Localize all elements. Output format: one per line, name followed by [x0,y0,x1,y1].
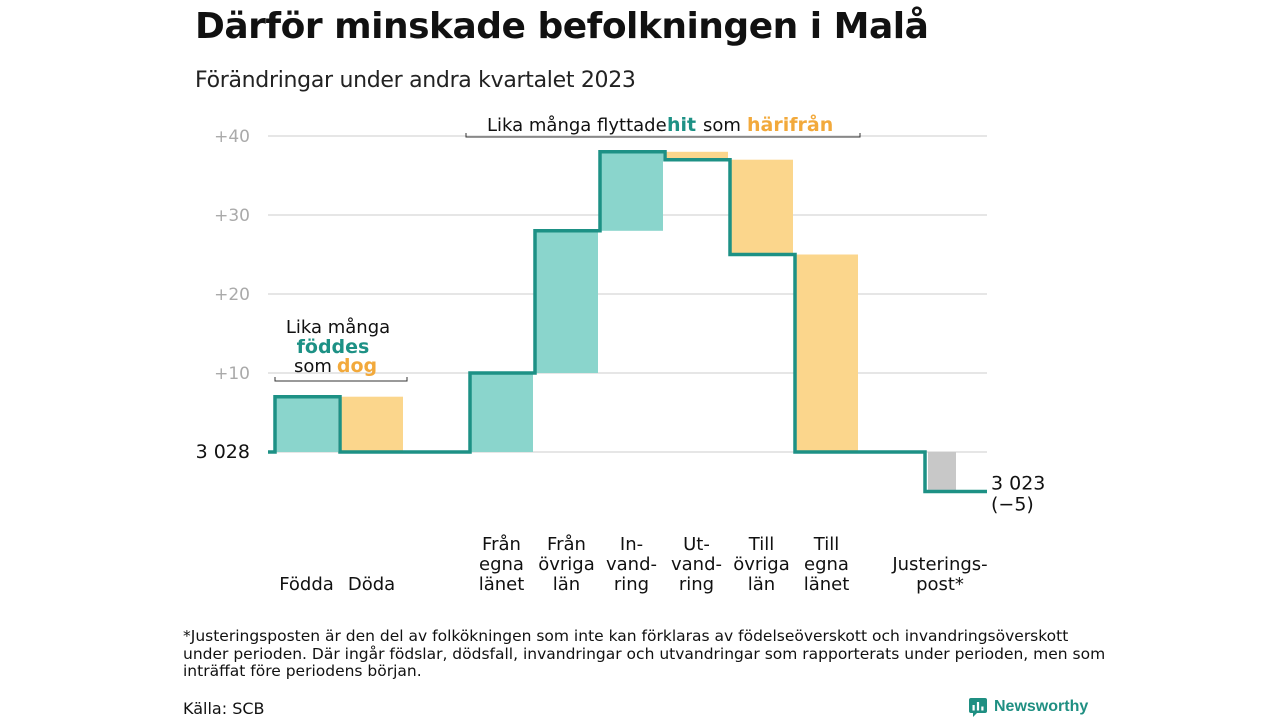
annotation-migration-som: som [703,115,741,136]
x-label-1-0: Döda [348,574,395,595]
cumulative-step-line [268,150,987,494]
x-label-0-0: Födda [279,574,334,595]
bar-1 [340,396,403,452]
x-label-3-0: Från [482,534,521,555]
annotation-migration-hit: hit [667,114,696,136]
bar-5 [600,151,663,231]
source-label: Källa: SCB [183,699,265,718]
footnote: *Justeringsposten är den del av folkökni… [183,627,1106,680]
x-label-10-1: post* [916,574,964,595]
end-change-label: (−5) [991,494,1034,516]
annotation-births-line1: Lika många [286,317,390,338]
annotation-migration-harifran: härifrån [747,112,833,136]
y-tick-label-3: +40 [214,127,250,147]
bar-0 [275,396,338,452]
brand-name: Newsworthy [994,698,1089,715]
bar-6 [665,151,728,160]
chart-title: Därför minskade befolkningen i Malå [195,6,929,47]
x-label-3-1: egna [479,554,524,575]
bar-4 [535,230,598,373]
bar-8 [795,254,858,452]
x-label-10-0: Justerings- [891,554,987,575]
brand-logo[interactable]: Newsworthy [968,697,1088,717]
x-label-6-1: vand- [671,554,722,575]
annotation-births-highlight: föddes [297,336,370,358]
x-label-8-2: länet [804,574,850,595]
x-label-4-2: län [553,574,580,595]
chart-subtitle: Förändringar under andra kvartalet 2023 [195,68,636,93]
x-label-4-1: övriga [538,554,595,575]
annotation-migration-text: Lika många flyttade [487,115,667,136]
bar-10 [928,452,956,492]
x-label-8-0: Till [813,534,839,555]
x-label-6-0: Ut- [683,534,710,555]
x-label-7-1: övriga [733,554,790,575]
end-value-label: 3 023 [991,473,1045,495]
y-tick-label-0: +10 [214,364,250,384]
annotation-migration-bracket [465,133,861,138]
x-label-7-0: Till [748,534,774,555]
x-label-7-2: län [748,574,775,595]
x-label-3-2: länet [479,574,525,595]
newsworthy-logo-icon [969,698,987,717]
annotation-births-som: som [294,356,332,377]
x-label-5-2: ring [614,574,649,595]
x-label-5-0: In- [620,534,643,555]
x-label-5-1: vand- [606,554,657,575]
x-label-4-0: Från [547,534,586,555]
bar-7 [730,159,793,255]
y-tick-label-2: +30 [214,206,250,226]
x-label-8-1: egna [804,554,849,575]
annotation-deaths-highlight: dog [337,355,377,377]
annotation-births-bracket [274,377,408,382]
bar-3 [470,373,533,452]
start-value-label: 3 028 [196,441,250,463]
x-label-6-2: ring [679,574,714,595]
y-tick-label-1: +20 [214,285,250,305]
